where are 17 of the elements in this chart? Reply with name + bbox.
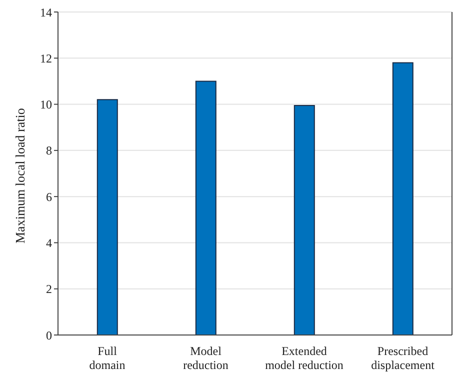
y-tick-label: 4 bbox=[46, 236, 52, 250]
y-tick-label: 8 bbox=[46, 144, 52, 158]
y-tick-label: 2 bbox=[46, 282, 52, 296]
x-tick-label: Model reduction bbox=[183, 344, 228, 372]
bar bbox=[294, 104, 315, 335]
bar bbox=[195, 80, 216, 335]
y-tick-label: 10 bbox=[40, 98, 52, 112]
y-axis-title: Maximum local load ratio bbox=[12, 108, 28, 244]
y-tick-label: 12 bbox=[40, 51, 52, 66]
y-tick-label: 14 bbox=[40, 5, 52, 20]
y-tick-label: 6 bbox=[46, 190, 52, 204]
x-tick-label: Extended model reduction bbox=[265, 344, 344, 372]
x-tick-label: Prescribed displacement bbox=[371, 344, 436, 372]
x-tick-label: Full domain bbox=[89, 344, 126, 372]
bar bbox=[392, 62, 414, 335]
bar bbox=[96, 99, 118, 335]
y-tick-label: 0 bbox=[46, 328, 52, 342]
